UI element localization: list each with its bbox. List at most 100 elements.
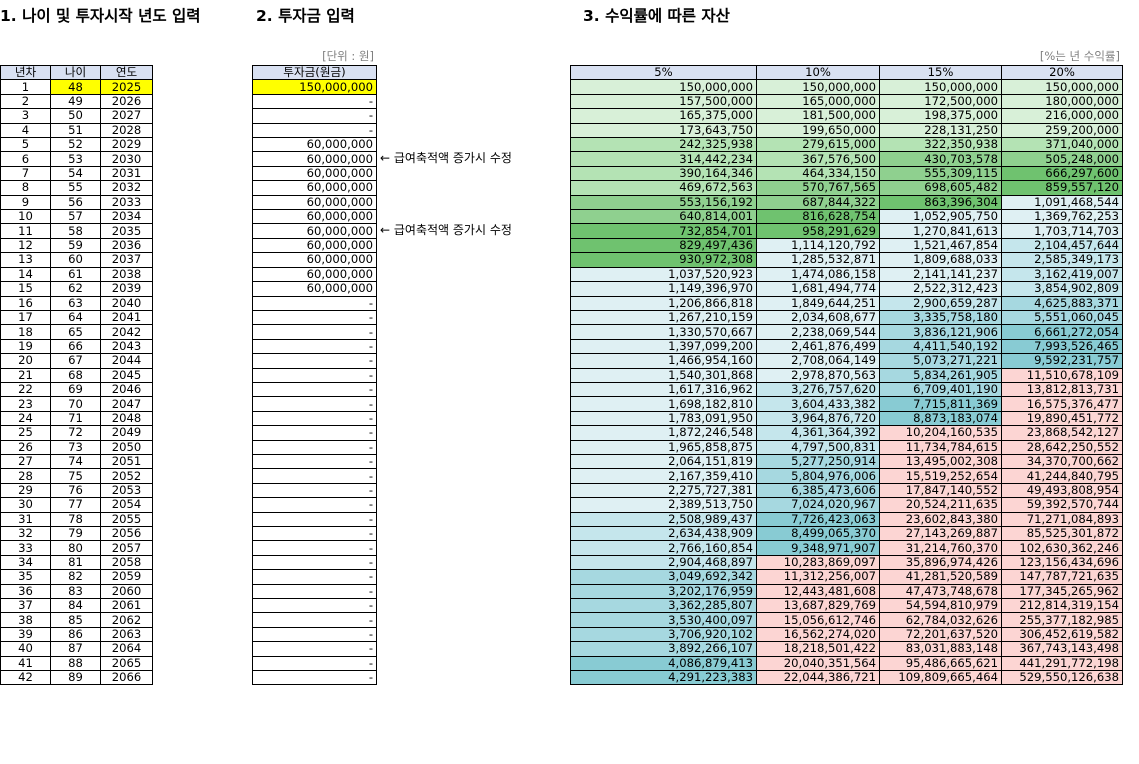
principal-input-cell[interactable]: - — [252, 598, 377, 614]
asset-value-cell: 2,904,468,897 — [570, 554, 757, 571]
table-row: 10 57 2034 — [0, 209, 153, 225]
asset-value-cell: 687,844,322 — [756, 194, 880, 211]
asset-value-cell: 3,049,692,342 — [570, 569, 757, 585]
table-row: - — [252, 309, 377, 326]
principal-input-cell[interactable]: - — [252, 655, 377, 672]
asset-value-cell: 2,461,876,499 — [756, 338, 880, 355]
table-row: 60,000,000 — [252, 237, 377, 254]
asset-value-cell: 35,896,974,426 — [879, 554, 1002, 571]
asset-value-cell: 555,309,115 — [879, 165, 1002, 182]
table-row: 3,706,920,102 16,562,274,020 72,201,637,52… — [570, 626, 1123, 643]
principal-input-cell[interactable]: - — [252, 569, 377, 585]
asset-value-cell: 216,000,000 — [1001, 108, 1123, 124]
principal-input-cell[interactable]: 150,000,000 — [252, 79, 377, 95]
asset-value-cell: 829,497,436 — [570, 237, 757, 254]
principal-input-cell[interactable]: - — [252, 497, 377, 513]
table-row: - — [252, 583, 377, 600]
principal-input-cell[interactable]: - — [252, 381, 377, 398]
asset-value-cell: 31,214,760,370 — [879, 540, 1002, 556]
principal-input-cell[interactable]: - — [252, 396, 377, 412]
principal-input-cell[interactable]: - — [252, 525, 377, 542]
table-row: 13 60 2037 — [0, 252, 153, 268]
table-row: - — [252, 381, 377, 398]
principal-input-cell[interactable]: - — [252, 670, 377, 686]
table-row: 42 89 2066 — [0, 670, 153, 686]
principal-input-cell[interactable]: - — [252, 338, 377, 355]
table-row: 4,291,223,383 22,044,386,721 109,809,665,4… — [570, 670, 1123, 686]
table-row: 28 75 2052 — [0, 468, 153, 484]
age-cell: 75 — [50, 468, 101, 484]
table-row: - — [252, 338, 377, 355]
principal-input-cell[interactable]: - — [252, 468, 377, 484]
calendar-year-cell: 2031 — [100, 165, 153, 182]
table-row: 2 49 2026 — [0, 93, 153, 110]
age-cell[interactable]: 48 — [50, 79, 101, 95]
asset-value-cell: 19,890,451,772 — [1001, 410, 1123, 427]
principal-input-cell[interactable]: - — [252, 511, 377, 528]
year-index-cell: 25 — [0, 425, 51, 441]
principal-input-cell[interactable]: - — [252, 410, 377, 427]
age-cell: 61 — [50, 266, 101, 283]
principal-input-cell[interactable]: 60,000,000 — [252, 194, 377, 211]
column-header: 연도 — [100, 64, 153, 81]
principal-input-cell[interactable]: 60,000,000 — [252, 137, 377, 153]
asset-value-cell: 7,726,423,063 — [756, 511, 880, 528]
asset-value-cell: 22,044,386,721 — [756, 670, 880, 686]
principal-input-cell[interactable]: - — [252, 583, 377, 600]
asset-value-cell: 17,847,140,552 — [879, 482, 1002, 499]
principal-input-cell[interactable]: - — [252, 453, 377, 470]
principal-input-cell[interactable]: - — [252, 641, 377, 657]
principal-input-cell[interactable]: - — [252, 295, 377, 311]
principal-input-cell[interactable]: - — [252, 324, 377, 340]
table-row: 1,330,570,667 2,238,069,544 3,836,121,906 6… — [570, 324, 1123, 340]
year-index-cell: 11 — [0, 223, 51, 239]
principal-input-cell[interactable]: - — [252, 554, 377, 571]
principal-input-cell[interactable]: 60,000,000 — [252, 209, 377, 225]
principal-input-cell[interactable]: 60,000,000 — [252, 165, 377, 182]
asset-value-cell: 2,275,727,381 — [570, 482, 757, 499]
age-cell: 53 — [50, 151, 101, 167]
principal-input-cell[interactable]: - — [252, 353, 377, 369]
year-index-cell: 38 — [0, 612, 51, 628]
asset-value-cell: 529,550,126,638 — [1001, 670, 1123, 686]
principal-input-cell[interactable]: - — [252, 108, 377, 124]
table-row: 25 72 2049 — [0, 425, 153, 441]
principal-input-cell[interactable]: - — [252, 367, 377, 383]
principal-input-cell[interactable]: - — [252, 612, 377, 628]
table-row: 173,643,750 199,650,000 228,131,250 259,200… — [570, 122, 1123, 139]
principal-input-cell[interactable]: - — [252, 93, 377, 110]
principal-input-cell[interactable]: 60,000,000 — [252, 252, 377, 268]
principal-input-cell[interactable]: - — [252, 309, 377, 326]
principal-input-cell[interactable]: 60,000,000 — [252, 223, 377, 239]
table-row: 6 53 2030 — [0, 151, 153, 167]
calendar-year-cell: 2043 — [100, 338, 153, 355]
asset-value-cell: 2,634,438,909 — [570, 525, 757, 542]
asset-value-cell: 10,204,160,535 — [879, 425, 1002, 441]
table-row: - — [252, 511, 377, 528]
principal-input-cell[interactable]: 60,000,000 — [252, 237, 377, 254]
age-cell: 81 — [50, 554, 101, 571]
asset-value-cell: 2,064,151,819 — [570, 453, 757, 470]
asset-value-cell: 2,508,989,437 — [570, 511, 757, 528]
principal-input-cell[interactable]: - — [252, 540, 377, 556]
asset-value-cell: 5,073,271,221 — [879, 353, 1002, 369]
principal-input-cell[interactable]: 60,000,000 — [252, 281, 377, 297]
calendar-year-cell: 2030 — [100, 151, 153, 167]
principal-input-cell[interactable]: 60,000,000 — [252, 266, 377, 283]
calendar-year-cell: 2048 — [100, 410, 153, 427]
age-cell: 54 — [50, 165, 101, 182]
asset-value-cell: 242,325,938 — [570, 137, 757, 153]
calendar-year-cell[interactable]: 2025 — [100, 79, 153, 95]
principal-input-cell[interactable]: - — [252, 425, 377, 441]
asset-value-cell: 150,000,000 — [756, 79, 880, 95]
principal-input-cell[interactable]: - — [252, 122, 377, 139]
asset-value-cell: 306,452,619,582 — [1001, 626, 1123, 643]
principal-input-cell[interactable]: - — [252, 626, 377, 643]
asset-value-cell: 23,868,542,127 — [1001, 425, 1123, 441]
asset-value-cell: 18,218,501,422 — [756, 641, 880, 657]
principal-input-cell[interactable]: 60,000,000 — [252, 151, 377, 167]
principal-input-cell[interactable]: - — [252, 482, 377, 499]
age-cell: 85 — [50, 612, 101, 628]
principal-input-cell[interactable]: - — [252, 439, 377, 455]
principal-input-cell[interactable]: 60,000,000 — [252, 180, 377, 196]
